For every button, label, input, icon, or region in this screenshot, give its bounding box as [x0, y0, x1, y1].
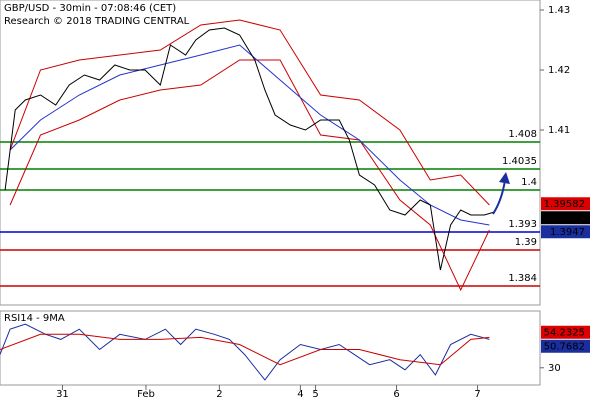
- forecast-arrow-head: [499, 172, 510, 184]
- plot-layer: [0, 19, 540, 381]
- y-tick-label: 1.42: [548, 65, 570, 76]
- level-label: 1.4: [521, 177, 537, 188]
- series-line: [9, 44, 490, 226]
- level-label: 1.384: [508, 273, 537, 284]
- x-tick-label: 31: [56, 389, 69, 400]
- level-label: 1.4035: [502, 156, 537, 167]
- x-tick-label: 7: [474, 389, 480, 400]
- x-tick-label: 4: [297, 389, 303, 400]
- y-tick-label: 1.41: [548, 125, 570, 136]
- price-marker-label: 1.3947: [550, 227, 585, 238]
- rsi-title: RSI14 - 9MA: [4, 313, 65, 324]
- price-marker-label: 1.39582: [544, 199, 585, 210]
- x-tick-label: 6: [393, 389, 399, 400]
- x-tick-label: Feb: [137, 389, 155, 400]
- price-marker: [541, 325, 590, 339]
- price-marker-label: 50.7682: [544, 341, 585, 352]
- series-line: [9, 59, 490, 292]
- forecast-arrow: [492, 179, 506, 215]
- price-marker-label: 54.2325: [544, 327, 585, 338]
- series-line: [4, 27, 495, 271]
- series-line: [9, 19, 490, 206]
- x-tick-label: 2: [216, 389, 222, 400]
- price-marker-label: 1.3956: [550, 213, 585, 224]
- x-tick-label: 5: [312, 389, 318, 400]
- level-label: 1.393: [508, 219, 537, 230]
- rsi-panel: [0, 310, 541, 386]
- y-tick-label: 30: [548, 363, 561, 374]
- price-marker: [541, 197, 590, 211]
- y-tick-label: 1.43: [548, 5, 570, 16]
- series-line: [0, 323, 490, 381]
- chart-title: GBP/USD - 30min - 07:08:46 (CET): [4, 3, 176, 14]
- price-marker: [541, 339, 590, 353]
- series-line: [0, 333, 490, 366]
- price-marker: [541, 225, 590, 239]
- main-panel: [0, 0, 541, 306]
- chart-subtitle: Research © 2018 TRADING CENTRAL: [4, 16, 190, 27]
- level-label: 1.39: [515, 237, 537, 248]
- level-label: 1.408: [508, 129, 537, 140]
- price-marker: [541, 211, 590, 225]
